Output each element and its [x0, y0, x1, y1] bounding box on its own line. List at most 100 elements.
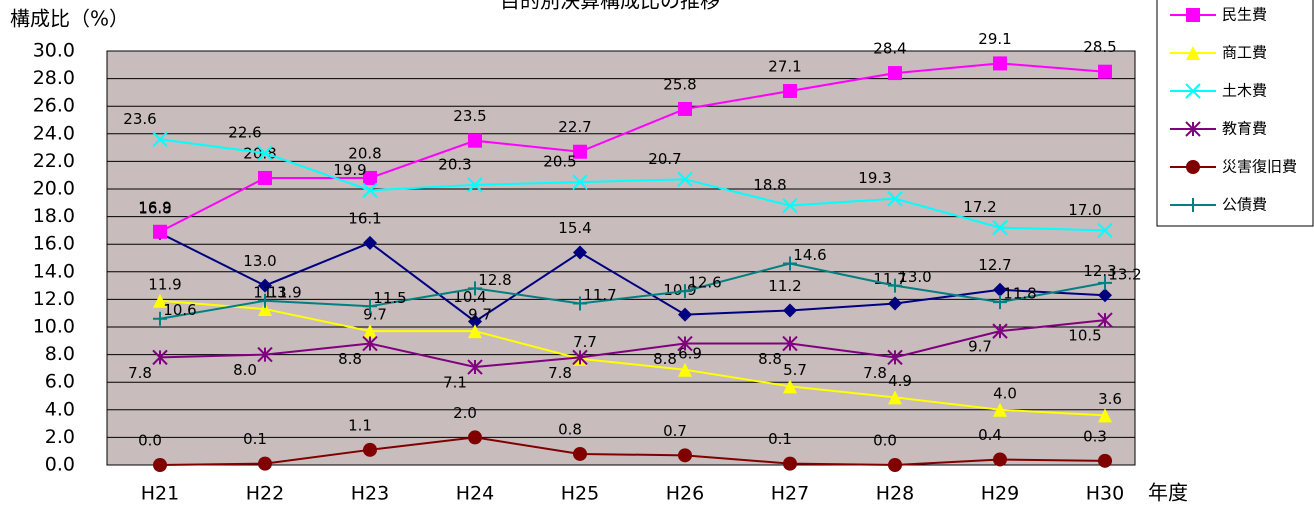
legend-label: 災害復旧費 — [1222, 158, 1297, 176]
marker — [258, 293, 272, 308]
y-tick-label: 20.0 — [33, 178, 75, 200]
data-label: 20.5 — [543, 153, 576, 171]
marker — [468, 430, 482, 445]
marker — [677, 335, 693, 352]
marker — [363, 442, 377, 457]
data-label: 10.5 — [1068, 327, 1101, 345]
y-tick-label: 6.0 — [45, 371, 75, 393]
marker — [572, 174, 588, 190]
x-tick-label: H27 — [771, 483, 809, 505]
data-label: 11.8 — [1003, 285, 1036, 303]
marker — [153, 458, 167, 472]
data-label: 4.9 — [888, 372, 912, 390]
data-label: 11.9 — [268, 283, 301, 301]
marker — [1186, 8, 1200, 22]
marker — [1186, 46, 1200, 60]
data-label: 0.4 — [978, 426, 1002, 444]
x-tick-label: H24 — [456, 483, 494, 505]
data-label: 7.8 — [548, 364, 572, 382]
marker — [362, 335, 378, 352]
marker — [468, 324, 482, 339]
data-label: 5.7 — [783, 361, 807, 379]
data-label: 7.8 — [863, 364, 887, 382]
legend-label: 公債費 — [1222, 196, 1267, 214]
data-label: 11.7 — [583, 286, 616, 304]
marker — [678, 448, 692, 463]
data-label: 17.0 — [1068, 201, 1101, 219]
data-label: 8.8 — [338, 350, 362, 368]
marker — [573, 144, 587, 159]
marker — [573, 296, 587, 311]
marker — [468, 314, 482, 329]
marker — [152, 131, 168, 148]
data-label: 11.2 — [768, 277, 801, 295]
data-label: 11.3 — [253, 284, 286, 302]
marker — [993, 402, 1007, 417]
data-label: 10.6 — [163, 301, 196, 319]
data-label: 25.8 — [663, 75, 696, 93]
data-label: 10.9 — [663, 281, 696, 299]
marker — [1097, 222, 1113, 239]
x-tick-label: H29 — [981, 483, 1019, 505]
marker — [153, 224, 167, 239]
marker — [677, 171, 693, 188]
data-label: 9.7 — [468, 306, 492, 324]
marker — [573, 446, 587, 461]
data-label: 23.6 — [123, 110, 156, 128]
marker — [258, 278, 272, 293]
marker — [257, 145, 273, 161]
data-label: 7.8 — [128, 364, 152, 382]
marker — [888, 458, 902, 472]
marker — [1098, 275, 1112, 290]
marker — [258, 456, 272, 471]
data-label: 7.7 — [573, 333, 597, 351]
data-label: 12.3 — [1083, 262, 1116, 280]
data-label: 0.3 — [1083, 427, 1107, 445]
series-line — [159, 299, 1106, 417]
data-label: 0.7 — [663, 422, 687, 440]
y-tick-label: 8.0 — [45, 343, 75, 365]
series-line — [159, 232, 1106, 323]
data-label: 20.8 — [348, 144, 381, 162]
marker — [783, 379, 797, 394]
data-label: 17.2 — [963, 198, 996, 216]
data-label: 13.2 — [1108, 265, 1141, 283]
marker — [258, 302, 272, 317]
marker — [468, 281, 482, 296]
marker — [993, 56, 1007, 71]
marker — [1186, 198, 1200, 212]
legend-label: 民生費 — [1222, 6, 1267, 24]
y-tick-label: 30.0 — [33, 40, 75, 62]
data-label: 16.1 — [348, 209, 381, 227]
marker — [1098, 408, 1112, 423]
marker — [1098, 288, 1112, 303]
y-axis-label: 構成比（%） — [10, 7, 129, 31]
data-label: 11.5 — [373, 289, 406, 307]
y-tick-label: 14.0 — [33, 260, 75, 282]
x-tick-label: H28 — [876, 483, 914, 505]
marker — [783, 256, 797, 271]
legend-label: 土木費 — [1222, 82, 1267, 100]
legend-box — [1156, 0, 1314, 227]
data-label: 19.3 — [858, 169, 891, 187]
data-label: 20.3 — [438, 155, 471, 173]
marker — [1098, 64, 1112, 79]
marker — [887, 349, 903, 366]
data-label: 28.4 — [873, 40, 906, 58]
marker — [363, 299, 377, 314]
marker — [782, 197, 798, 214]
marker — [888, 66, 902, 81]
marker — [678, 284, 692, 299]
data-label: 0.1 — [768, 430, 792, 448]
y-tick-label: 4.0 — [45, 398, 75, 420]
data-label: 19.9 — [333, 161, 366, 179]
data-label: 11.9 — [148, 275, 181, 293]
marker — [572, 349, 588, 366]
marker — [992, 219, 1008, 236]
data-label: 0.0 — [138, 432, 162, 450]
marker — [993, 295, 1007, 310]
marker — [1185, 121, 1201, 137]
data-label: 9.7 — [363, 306, 387, 324]
y-tick-label: 22.0 — [33, 150, 75, 172]
marker — [363, 235, 377, 250]
